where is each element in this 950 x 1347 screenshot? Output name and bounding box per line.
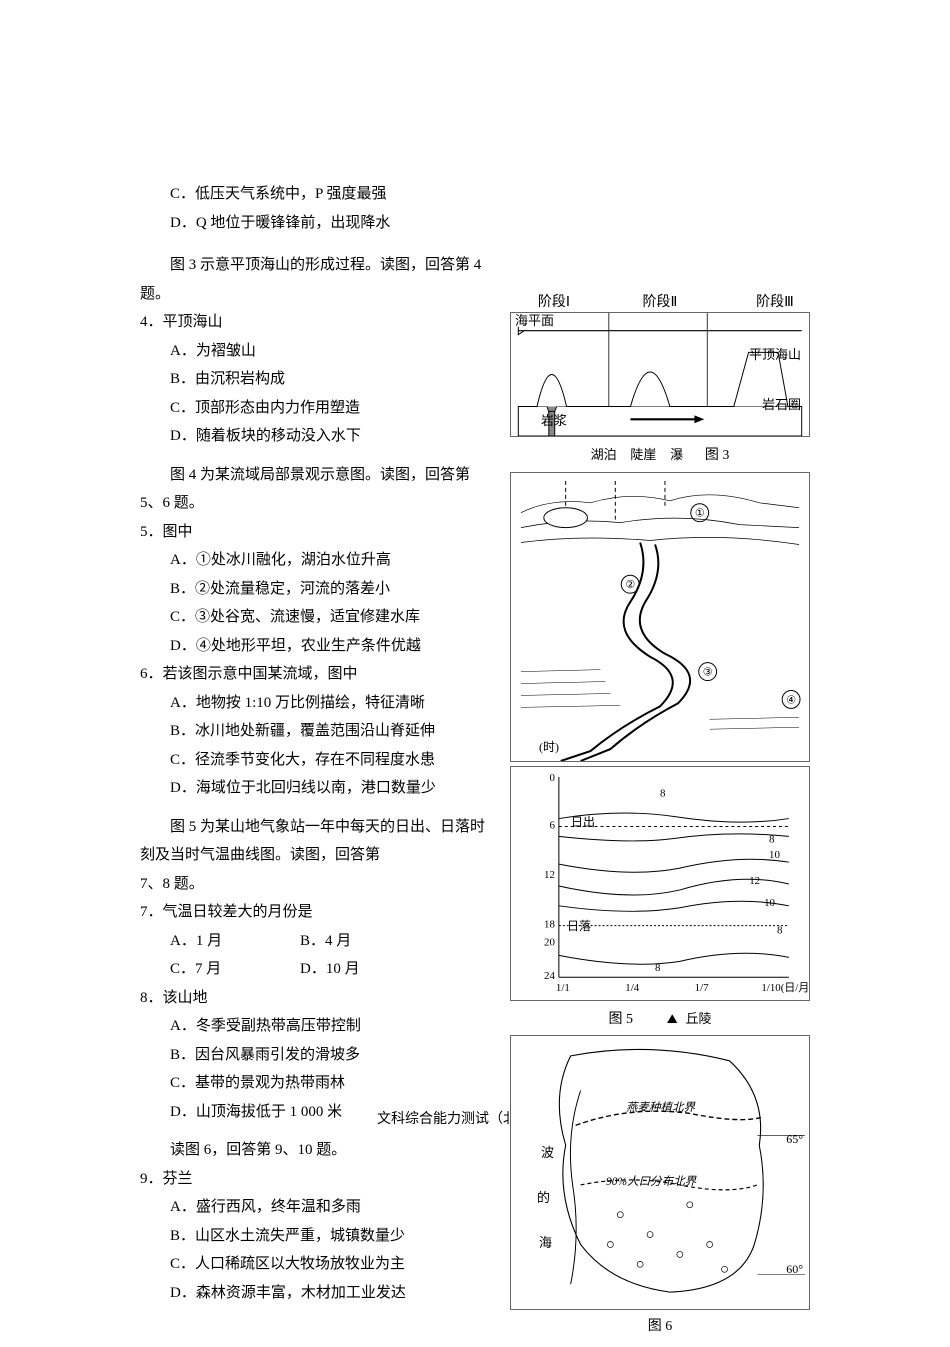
fig4-m1: ① [695,507,705,519]
svg-text:0: 0 [549,771,555,783]
fig6-b3: 海 [539,1231,552,1256]
svg-text:8: 8 [777,924,783,936]
q9-a: A．盛行西风，终年温和多雨 [140,1193,490,1222]
fig6-oat: 燕麦种植北界 [626,1098,695,1120]
q7-b: B．4 月 [300,927,351,956]
q5-b: B．②处流量稳定，河流的落差小 [140,575,490,604]
fig6-lat65: 65° [786,1128,803,1151]
svg-text:8: 8 [655,962,661,974]
fig3-litho: 岩石圈 [762,393,801,418]
svg-text:6: 6 [549,819,555,831]
q9-stem: 9．芬兰 [140,1165,490,1194]
svg-text:18: 18 [544,918,555,930]
q6-a: A．地物按 1:10 万比例描绘，特征清晰 [140,689,490,718]
q4-intro: 图 3 示意平顶海山的形成过程。读图，回答第 4 题。 [140,251,490,308]
svg-text:(日/月): (日/月) [781,982,809,994]
fig6-pop: 90%人口分布北界 [606,1172,696,1194]
q9-c: C．人口稀疏区以大牧场放牧业为主 [140,1250,490,1279]
q5-d: D．④处地形平坦，农业生产条件优越 [140,632,490,661]
q-pre-d: D．Q 地位于暖锋锋前，出现降水 [140,209,490,238]
fig4-m2: ② [625,579,635,591]
svg-text:10: 10 [769,849,780,861]
fig4-diagram: ① ② ③ ④ [511,473,809,761]
fig4-lake-top: 湖泊 [591,443,617,468]
q7-c: C．7 月 [170,955,300,984]
q7-a: A．1 月 [170,927,300,956]
q6-b: B．冰川地处新疆，覆盖范围沿山脊延伸 [140,717,490,746]
q7-d: D．10 月 [300,955,360,984]
figure-column: 阶段Ⅰ 阶段Ⅱ 阶段Ⅲ 海平面 平顶海山 岩石圈 岩浆 [510,290,810,1347]
q6-d: D．海域位于北回归线以南，港口数量少 [140,774,490,803]
q5-c: C．③处谷宽、流速慢，适宜修建水库 [140,603,490,632]
question-column: C．低压天气系统中，P 强度最强 D．Q 地位于暖锋锋前，出现降水 图 3 示意… [140,180,490,1307]
q4-c: C．顶部形态由内力作用塑造 [140,394,490,423]
q-pre-c: C．低压天气系统中，P 强度最强 [140,180,490,209]
q9-b: B．山区水土流失严重，城镇数量少 [140,1222,490,1251]
q8-d: D．山顶海拔低于 1 000 米 [140,1098,490,1127]
q7-intro: 图 5 为某山地气象站一年中每天的日出、日落时刻及当时气温曲线图。读图，回答第 [140,813,490,870]
q4-stem: 4．平顶海山 [140,308,490,337]
svg-text:1/1: 1/1 [556,982,570,994]
fig3-caption: 图 3 [705,443,730,470]
q7-intro-cont: 7、8 题。 [140,870,490,899]
fig3-sealevel: 海平面 [515,309,554,334]
fig3-magma: 岩浆 [541,409,567,434]
q8-a: A．冬季受副热带高压带控制 [140,1012,490,1041]
svg-text:24: 24 [544,970,555,982]
q5-stem: 5．图中 [140,518,490,547]
svg-text:12: 12 [749,875,760,887]
fig4-time: (时) [539,736,559,759]
q8-stem: 8．该山地 [140,984,490,1013]
fig3-seamount: 平顶海山 [749,343,801,368]
q9-d: D．森林资源丰富，木材加工业发达 [140,1279,490,1308]
svg-text:8: 8 [769,833,775,845]
svg-text:1/10: 1/10 [761,982,781,994]
svg-text:1/7: 1/7 [695,982,709,994]
svg-text:8: 8 [660,787,666,799]
q4-a: A．为褶皱山 [140,337,490,366]
fig6-lat60: 60° [786,1258,803,1281]
figure-5: 0 6 12 18 20 24 1/1 1/4 1/7 1/10 (日/月) 8 8 [510,766,810,1001]
fig5-sunset: 日落 [567,915,591,938]
fig5-hill-icon: ⛰ [667,1007,678,1032]
fig6-b1: 波 [541,1141,554,1166]
fig4-m3: ③ [703,666,713,678]
fig6-caption: 图 6 [510,1314,810,1341]
q9-intro: 读图 6，回答第 9、10 题。 [140,1136,490,1165]
fig4-cliff-top: 陡崖 [630,443,656,468]
q6-c: C．径流季节变化大，存在不同程度水患 [140,746,490,775]
q5-intro: 图 4 为某流域局部景观示意图。读图，回答第 5、6 题。 [140,461,490,518]
q8-b: B．因台风暴雨引发的滑坡多 [140,1041,490,1070]
fig5-caption: 图 5 [609,1007,634,1034]
fig6-b2: 的 [537,1186,550,1211]
svg-text:10: 10 [764,896,775,908]
figure-6: 燕麦种植北界 90%人口分布北界 65° 60° 波 的 海 [510,1035,810,1310]
q6-stem: 6．若该图示意中国某流域，图中 [140,660,490,689]
q7-row2: C．7 月 D．10 月 [140,955,490,984]
fig4-m4: ④ [786,694,796,706]
q4-b: B．由沉积岩构成 [140,365,490,394]
q4-d: D．随着板块的移动没入水下 [140,422,490,451]
q5-a: A．①处冰川融化，湖泊水位升高 [140,546,490,575]
fig5-sunrise: 日出 [571,811,595,834]
figure-3: 阶段Ⅰ 阶段Ⅱ 阶段Ⅲ 海平面 平顶海山 岩石圈 岩浆 [510,312,810,470]
svg-text:12: 12 [544,869,555,881]
q7-stem: 7．气温日较差大的月份是 [140,898,490,927]
q7-row1: A．1 月 B．4 月 [140,927,490,956]
fig4-waterfall-top: 瀑 [670,443,683,468]
fig5-chart: 0 6 12 18 20 24 1/1 1/4 1/7 1/10 (日/月) 8 8 [511,767,809,1000]
svg-text:1/4: 1/4 [625,982,639,994]
q8-c: C．基带的景观为热带雨林 [140,1069,490,1098]
figure-4: ① ② ③ ④ (时) [510,472,810,762]
fig5-hills: 丘陵 [685,1007,711,1032]
svg-text:20: 20 [544,936,555,948]
